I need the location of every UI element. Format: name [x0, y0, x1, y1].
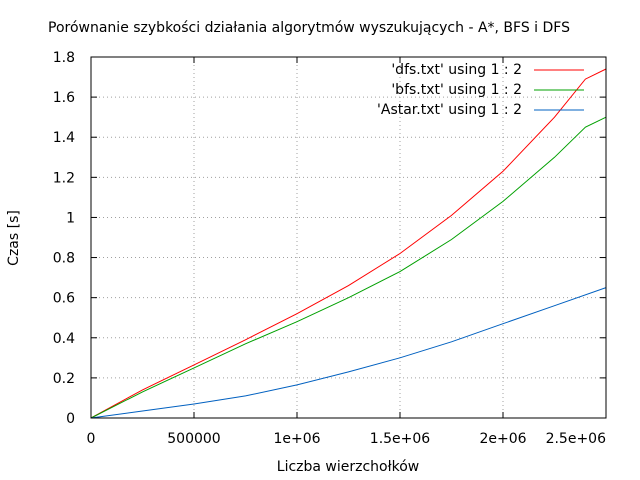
chart-title: Porównanie szybkości działania algorytmó… — [48, 20, 570, 36]
y-tick-label: 1.6 — [53, 90, 75, 106]
x-tick-label: 1.5e+06 — [370, 431, 431, 447]
y-tick-label: 1.2 — [53, 170, 75, 186]
x-tick-label: 0 — [87, 431, 96, 447]
series-line-0 — [90, 68, 607, 419]
y-tick-label: 1.8 — [53, 50, 75, 66]
series-line-1 — [90, 116, 607, 419]
series-lines — [90, 68, 607, 419]
y-tick-label: 1.4 — [53, 130, 75, 146]
x-tick-label: 2.5e+06 — [546, 431, 607, 447]
x-axis-label: Liczba wierzchołków — [277, 459, 419, 475]
y-axis-label: Czas [s] — [6, 210, 22, 266]
grid — [91, 57, 606, 418]
y-tick-label: 0.8 — [53, 251, 75, 267]
legend-label: 'Astar.txt' using 1 : 2 — [377, 102, 522, 118]
x-tick-label: 1e+06 — [273, 431, 320, 447]
x-tick-label: 2e+06 — [479, 431, 526, 447]
y-tick-label: 0 — [66, 411, 75, 427]
y-tick-label: 0.6 — [53, 291, 75, 307]
y-tick-label: 1 — [66, 210, 75, 226]
y-tick-label: 0.2 — [53, 371, 75, 387]
series-line-2 — [90, 287, 607, 419]
plot-frame — [90, 56, 607, 419]
legend: 'dfs.txt' using 1 : 2 'bfs.txt' using 1 :… — [377, 62, 584, 118]
legend-label: 'bfs.txt' using 1 : 2 — [391, 82, 522, 98]
axis-ticks: 0 0.2 0.4 0.6 0.8 1 1.2 1.4 1.6 1.8 0 500000 1e+06 1.… — [53, 50, 607, 447]
x-tick-label: 500000 — [167, 431, 220, 447]
legend-label: 'dfs.txt' using 1 : 2 — [391, 62, 522, 78]
y-tick-label: 0.4 — [53, 331, 75, 347]
